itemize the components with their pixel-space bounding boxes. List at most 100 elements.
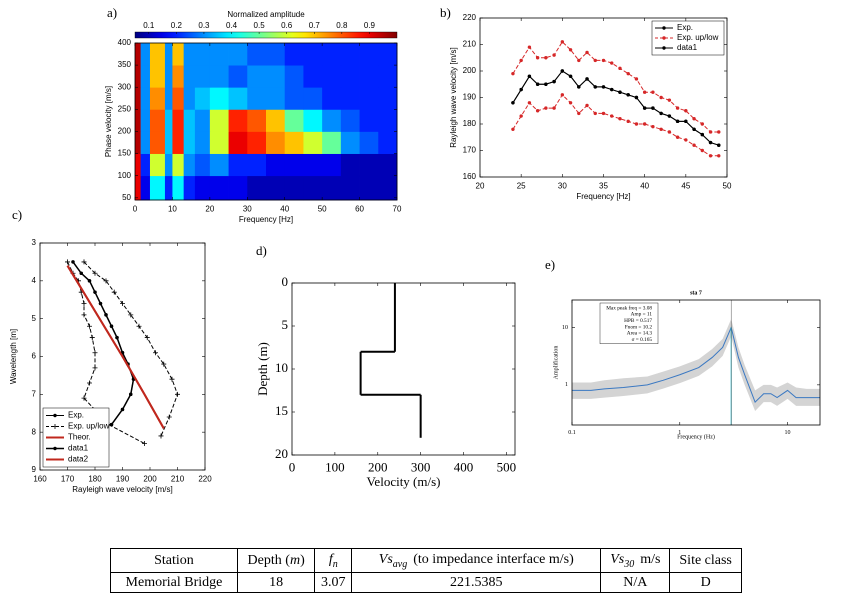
x-tick-label: 0.1 [568, 430, 576, 436]
point [662, 26, 666, 30]
point [92, 365, 98, 371]
heatmap-cell [247, 131, 267, 154]
point [93, 290, 97, 294]
point [109, 422, 114, 427]
y-tick-label: 0 [282, 274, 289, 289]
point [610, 61, 614, 65]
heatmap-cell [359, 131, 379, 154]
point [618, 90, 622, 94]
header-text: Station [154, 552, 194, 568]
heatmap-cell [135, 153, 142, 177]
series-line [72, 261, 135, 426]
point [651, 90, 655, 94]
series-line [66, 265, 165, 429]
point [98, 301, 103, 306]
heatmap-cell [340, 109, 360, 132]
heatmap-cell [284, 87, 304, 110]
point [175, 391, 180, 397]
point [601, 111, 606, 116]
x-tick-label: 300 [411, 459, 431, 474]
point [103, 278, 109, 284]
y-tick-label: 1 [565, 382, 568, 388]
legend-label: data2 [68, 455, 89, 464]
point [544, 106, 548, 110]
point [52, 424, 58, 429]
heatmap-cell [183, 87, 196, 110]
point [593, 58, 597, 63]
point [79, 271, 83, 275]
heatmap-cell [194, 175, 211, 201]
heatmap-cell [172, 87, 185, 110]
x-tick-label: 1 [678, 430, 681, 436]
point [81, 301, 87, 307]
heatmap-cell [140, 153, 151, 177]
heatmap-cell [303, 131, 323, 154]
heatmap-cell [183, 153, 196, 177]
point [659, 127, 663, 131]
x-tick-label: 400 [454, 459, 474, 474]
heatmap-cell [172, 153, 185, 177]
heatmap-cell [164, 153, 173, 177]
heatmap-cell [378, 43, 398, 66]
heatmap-cell [284, 43, 304, 66]
y-tick-label: 15 [275, 403, 288, 418]
plot-frame [291, 282, 516, 456]
heatmap-cell [340, 131, 360, 154]
y-tick-label: 6 [32, 352, 37, 361]
legend-label: Exp. [68, 411, 84, 420]
panel: 0.1 1 10 1 10 Frequency (Hz) Amplification sta … [552, 290, 821, 440]
point [544, 56, 548, 60]
colorbar-tick-label: 0.1 [143, 21, 155, 30]
heatmap-cell [303, 175, 323, 201]
point [708, 130, 713, 134]
x-tick-label: 20 [476, 182, 485, 191]
heatmap-cell [172, 175, 185, 201]
panel-label: c) [12, 207, 22, 222]
x-tick-label: 500 [497, 459, 517, 474]
heatmap-cell [378, 153, 398, 177]
point [610, 114, 614, 118]
x-axis-label: Frequency [Hz] [239, 215, 293, 224]
cell: D [669, 572, 742, 593]
heatmap-cell [172, 43, 185, 66]
y-tick-label: 50 [122, 193, 131, 202]
y-tick-label: 210 [463, 40, 477, 49]
heatmap-cell [322, 65, 342, 88]
annotation: Max peak freq = 3.08 [606, 304, 652, 311]
point [651, 106, 655, 110]
panel: 0 100 200 300 400 500 0 5 10 15 20 Velocity (m/s) De… [255, 274, 516, 489]
x-tick-label: 100 [325, 459, 345, 474]
panel-label: a) [107, 5, 117, 20]
header-subscript: 30 [624, 558, 635, 570]
heatmap-cell [149, 153, 166, 177]
x-tick-label: 200 [143, 475, 157, 484]
y-tick-label: 400 [118, 38, 132, 47]
heatmap-cell [228, 87, 248, 110]
heatmap-cell [247, 43, 267, 66]
point [700, 122, 704, 126]
heatmap-cell [209, 153, 229, 177]
heatmap-cell [303, 109, 323, 132]
y-tick-label: 5 [282, 317, 289, 332]
x-tick-label: 200 [368, 459, 388, 474]
point [634, 95, 639, 100]
y-tick-label: 350 [118, 60, 132, 69]
point [527, 74, 532, 79]
y-tick-label: 20 [275, 446, 288, 461]
panel-label: b) [440, 5, 451, 20]
point [667, 98, 672, 102]
point [535, 56, 540, 60]
series-line [512, 70, 719, 146]
point [717, 130, 721, 134]
point [700, 132, 704, 137]
heatmap-cell [322, 87, 342, 110]
point [675, 119, 680, 124]
y-tick-label: 7 [32, 389, 37, 398]
point [92, 270, 98, 276]
colorbar-label: Normalized amplitude [227, 10, 305, 19]
point [667, 114, 672, 118]
heatmap-cell [194, 87, 211, 110]
point [519, 114, 523, 118]
colorbar-tick-label: 0.7 [309, 21, 321, 30]
heatmap-cell [359, 43, 379, 66]
